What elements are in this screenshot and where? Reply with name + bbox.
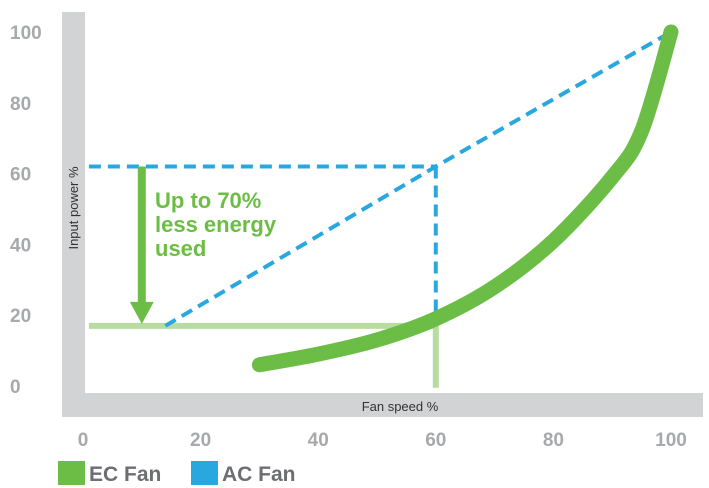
y-axis-title: Input power % xyxy=(66,166,81,250)
y-tick-label: 100 xyxy=(10,23,42,44)
x-axis-title: Fan speed % xyxy=(362,399,439,414)
legend-label: AC Fan xyxy=(222,463,296,486)
x-tick-label: 100 xyxy=(655,430,687,451)
y-tick-label: 40 xyxy=(10,235,31,256)
y-tick-label: 60 xyxy=(10,165,31,186)
y-tick-label: 80 xyxy=(10,94,31,115)
x-tick-label: 0 xyxy=(78,430,89,451)
x-tick-label: 40 xyxy=(308,430,329,451)
y-tick-label: 0 xyxy=(10,377,21,398)
annotation-line: used xyxy=(155,236,206,261)
x-axis-bar xyxy=(62,393,703,417)
ac-fan-line xyxy=(164,30,672,328)
legend-swatch xyxy=(58,461,85,485)
legend-label: EC Fan xyxy=(89,463,161,486)
y-tick-label: 20 xyxy=(10,306,31,327)
ec-fan-curve xyxy=(251,24,679,373)
reduction-arrow-head xyxy=(129,301,154,324)
legend-swatch xyxy=(191,461,218,485)
annotation-line: Up to 70% xyxy=(155,188,261,213)
x-tick-label: 20 xyxy=(190,430,211,451)
x-tick-label: 80 xyxy=(543,430,564,451)
y-axis-bar xyxy=(62,12,85,417)
x-tick-label: 60 xyxy=(425,430,446,451)
annotation-line: less energy xyxy=(155,212,277,237)
